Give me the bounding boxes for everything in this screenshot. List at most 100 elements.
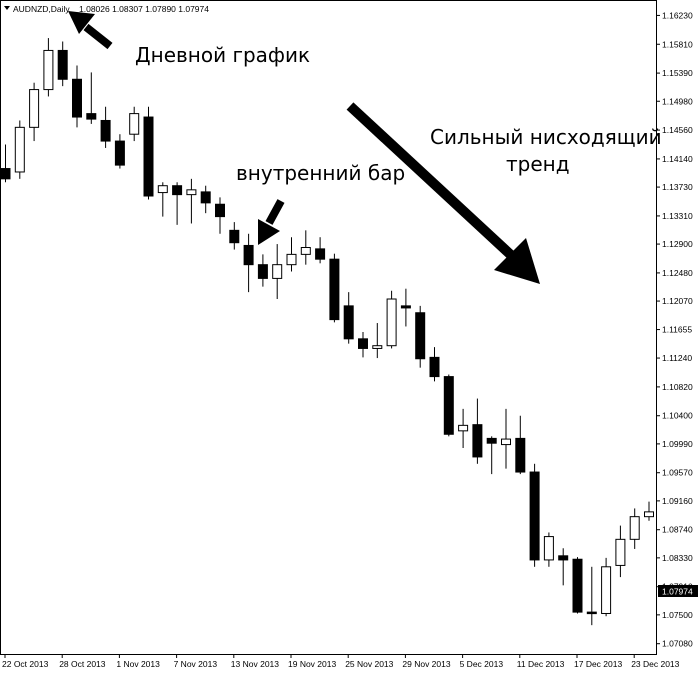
candle [57,41,68,87]
candle [100,106,111,148]
annotation-inside-bar: внутренний бар [236,161,406,185]
candle [300,230,311,265]
candle [272,244,283,300]
x-tick-label: 13 Nov 2013 [231,659,279,669]
arrow-inside-bar [258,199,285,245]
candle-body-bullish [615,538,626,566]
plot-area [0,0,657,655]
x-tick-label: 23 Dec 2013 [631,659,679,669]
candle-body-bullish [186,189,197,196]
candle [615,525,626,578]
last-price-label: 1.07974 [662,587,693,597]
ohlc-values: 1.08026 1.08307 1.07890 1.07974 [79,4,209,14]
candle [186,178,197,224]
candle-body-bearish [172,185,183,196]
candle-body-bullish [129,113,140,135]
candle-body-bullish [272,264,283,279]
candle [200,185,211,214]
x-tick-label: 17 Dec 2013 [574,659,622,669]
y-tick-label: 1.07080 [662,639,693,649]
candle-body-bearish [200,191,211,204]
candle-body-bullish [14,126,25,173]
x-tick-label: 19 Nov 2013 [288,659,336,669]
y-tick-label: 1.12070 [662,296,693,306]
candle-body-bearish [572,558,583,613]
candle [215,197,225,234]
candle [343,292,354,344]
candle-body-bearish [358,338,368,349]
candle [358,331,368,358]
y-tick-label: 1.14140 [662,154,693,164]
x-tick-label: 7 Nov 2013 [174,659,218,669]
candle [86,72,97,124]
candle-body-bearish [529,471,540,561]
candle-body-bearish [486,437,497,444]
y-tick-label: 1.16230 [662,10,693,20]
candle-body-bearish [100,119,111,142]
candle-body-bearish [257,264,268,279]
candle [315,237,326,264]
y-tick-label: 1.09160 [662,496,693,506]
candles-layer [0,38,654,626]
candle [372,323,383,359]
symbol-label: AUDNZD,Daily [13,4,70,14]
y-tick-label: 1.08330 [662,553,693,563]
candle [443,374,454,437]
x-tick-label: 1 Nov 2013 [116,659,160,669]
candle-body-bullish [629,516,640,540]
candle-body-bullish [501,438,511,446]
candle [644,501,654,521]
y-tick-label: 1.14980 [662,96,693,106]
y-tick-label: 1.09570 [662,468,693,478]
y-tick-label: 1.12900 [662,239,693,249]
candle-body-bearish [586,611,597,615]
candle [386,290,397,349]
candle-body-bearish [243,244,254,266]
candle [629,508,640,549]
candle [72,65,82,128]
candle-body-bullish [543,536,554,561]
annotation-trend-line1: Сильный нисходящий [430,125,662,149]
candle [229,222,240,250]
candle [486,436,497,475]
candle [572,557,583,614]
x-axis: 22 Oct 2013 28 Oct 2013 1 Nov 2013 7 Nov 20… [2,654,680,669]
candle-body-bearish [315,248,326,260]
arrow-trend [346,102,540,284]
candle-body-bullish [43,49,54,91]
candle [586,566,597,626]
x-tick-label: 25 Nov 2013 [345,659,393,669]
candle-body-bullish [386,298,397,347]
candle [129,106,140,142]
candle [0,144,11,183]
candle [558,548,569,586]
collapse-triangle-icon[interactable] [4,6,10,10]
candle [172,182,183,225]
candle-body-bullish [644,511,654,518]
candle-body-bearish [329,258,340,321]
candle [243,233,254,293]
price-tag: 1.07974 [658,585,698,597]
candle [429,347,440,382]
candle-body-bullish [300,247,311,255]
candle-body-bearish [343,305,354,340]
candle-body-bullish [29,89,40,128]
y-tick-label: 1.13730 [662,182,693,192]
y-tick-label: 1.13310 [662,211,693,221]
y-tick-label: 1.10820 [662,382,693,392]
candle-body-bearish [0,168,11,180]
candle-body-bearish [72,78,82,118]
candle [529,463,540,567]
candle-body-bearish [114,140,125,166]
symbol-header: AUDNZD,Daily 1.08026 1.08307 1.07890 1.0… [4,4,209,14]
candle-body-bearish [57,49,68,80]
candle-body-bearish [229,229,240,244]
x-tick-label: 11 Dec 2013 [517,659,565,669]
x-tick-label: 28 Oct 2013 [59,659,106,669]
candle [601,557,612,617]
candle-body-bearish [443,376,454,435]
candle [14,120,25,179]
candle [543,532,554,567]
x-tick-label: 5 Dec 2013 [460,659,504,669]
y-tick-label: 1.09990 [662,439,693,449]
